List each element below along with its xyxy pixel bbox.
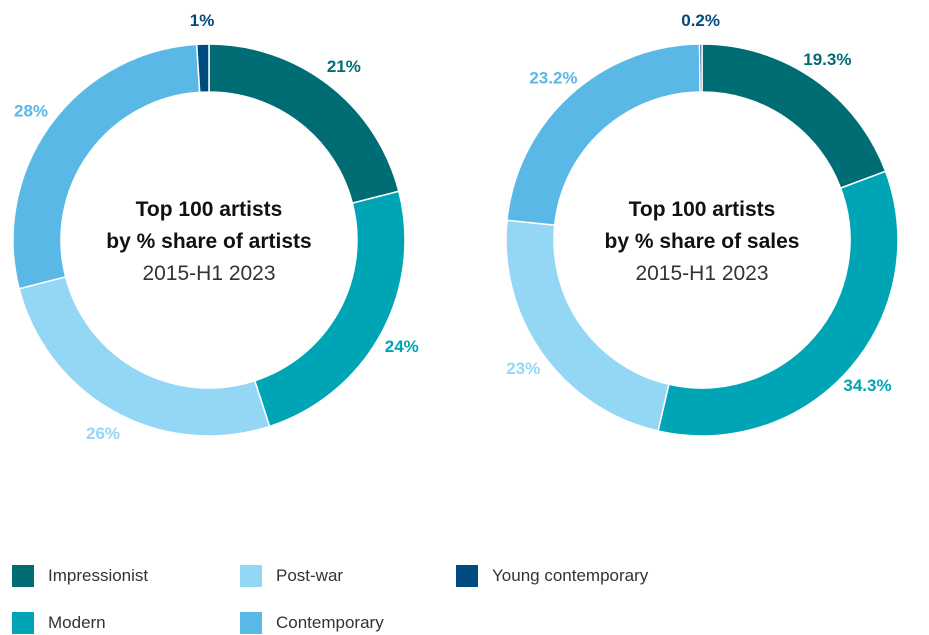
chart-subtitle: 2015-H1 2023 — [142, 262, 275, 285]
chart-title-line-1: Top 100 artists — [136, 198, 283, 221]
slice-label-young-contemporary: 0.2% — [681, 11, 720, 30]
chart-title-line-2: by % share of sales — [605, 230, 800, 253]
slice-modern — [657, 170, 899, 437]
chart-title-line-1: Top 100 artists — [629, 198, 776, 221]
slice-young-contemporary — [698, 43, 703, 93]
slice-label-impressionist: 19.3% — [803, 50, 851, 69]
chart-title-line-2: by % share of artists — [106, 230, 311, 253]
slice-post-war — [18, 275, 271, 437]
donut-chart-artists: 21% 24% 26% 28% 1% Top 100 artists by % shar… — [12, 11, 419, 443]
slice-label-young-contemporary: 1% — [190, 11, 215, 30]
slice-label-modern: 34.3% — [843, 376, 891, 395]
donut-chart-sales: 19.3% 34.3% 23% 23.2% 0.2% Top 100 artists b… — [505, 11, 899, 437]
chart-subtitle: 2015-H1 2023 — [635, 262, 768, 285]
slice-impressionist — [208, 43, 400, 205]
slice-impressionist — [701, 43, 887, 190]
slice-label-post-war: 23% — [506, 359, 540, 378]
slice-label-post-war: 26% — [86, 424, 120, 443]
slice-label-contemporary: 28% — [14, 102, 48, 121]
slice-label-modern: 24% — [385, 337, 419, 356]
slice-label-impressionist: 21% — [327, 57, 361, 76]
slice-young-contemporary — [195, 43, 210, 94]
slice-label-contemporary: 23.2% — [529, 69, 577, 88]
slice-modern — [253, 190, 406, 428]
